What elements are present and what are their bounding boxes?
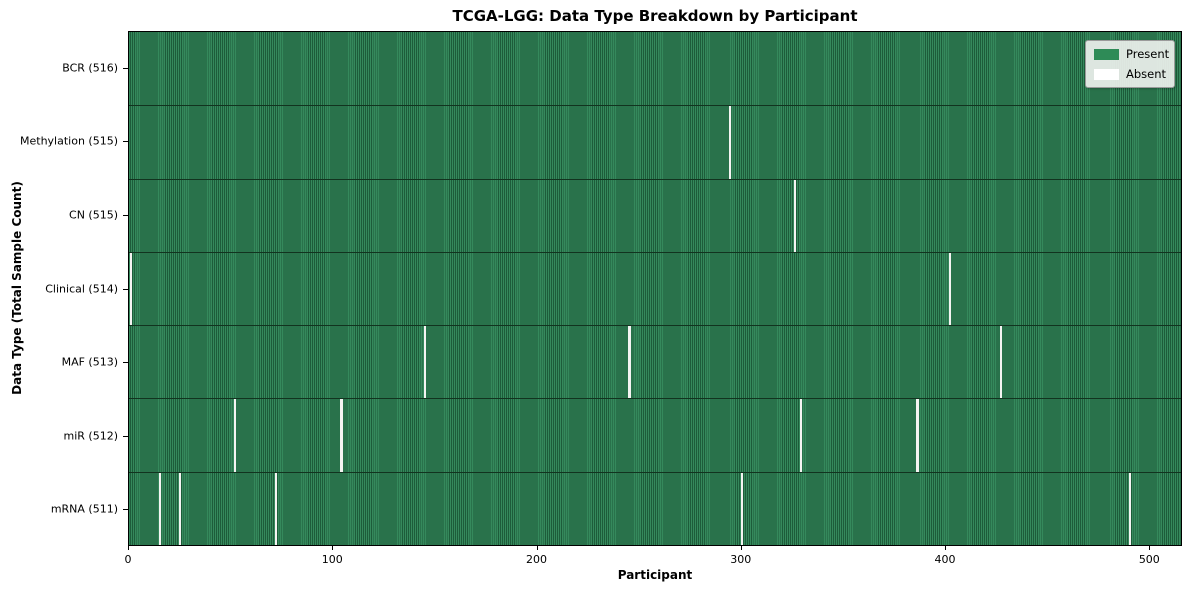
- y-tick-mark: [123, 141, 128, 143]
- row-maf-513: [129, 325, 1181, 399]
- absent-gap: [234, 399, 237, 472]
- absent-swatch-icon: [1094, 68, 1119, 80]
- absent-gap: [949, 252, 952, 326]
- x-tick-mark: [945, 546, 947, 550]
- x-tick-mark: [332, 546, 334, 550]
- y-tick-label-maf-513: MAF (513): [61, 355, 118, 369]
- absent-gap: [424, 326, 427, 399]
- x-tick-mark: [128, 546, 129, 550]
- x-tick-label: 500: [1138, 553, 1160, 566]
- x-tick-mark: [740, 546, 742, 550]
- y-tick-mark: [123, 67, 128, 69]
- y-tick-mark: [123, 509, 128, 511]
- x-tick-label: 100: [321, 553, 343, 566]
- y-tick-label-methylation-515: Methylation (515): [20, 134, 118, 148]
- absent-gap: [1000, 326, 1003, 399]
- y-tick-mark: [123, 214, 128, 216]
- row-bcr-516: [129, 32, 1181, 106]
- legend-absent-label: Absent: [1126, 67, 1167, 81]
- y-tick-mark: [123, 435, 128, 437]
- absent-gap: [179, 472, 182, 545]
- y-tick-label-mir-512: miR (512): [63, 429, 119, 443]
- row-cn-515: [129, 178, 1181, 252]
- legend-item-absent: Absent: [1094, 67, 1166, 81]
- absent-gap: [1128, 472, 1131, 545]
- absent-gap: [158, 472, 161, 545]
- absent-gap: [740, 472, 743, 545]
- absent-gap: [340, 399, 343, 472]
- legend-present-label: Present: [1126, 47, 1170, 61]
- legend-item-present: Present: [1094, 47, 1170, 61]
- x-tick-label: 0: [124, 553, 132, 566]
- y-tick-label-cn-515: CN (515): [69, 208, 118, 222]
- absent-gap: [916, 399, 919, 472]
- absent-gap: [728, 106, 731, 179]
- x-tick-mark: [1149, 546, 1151, 550]
- absent-gap: [130, 252, 133, 326]
- x-tick-label: 300: [730, 553, 752, 566]
- chart-title: TCGA-LGG: Data Type Breakdown by Partici…: [452, 7, 858, 25]
- absent-gap: [628, 326, 631, 399]
- row-methylation-515: [129, 105, 1181, 179]
- x-tick-label: 200: [526, 553, 548, 566]
- y-tick-label-mrna-511: mRNA (511): [50, 502, 118, 516]
- y-tick-mark: [123, 362, 128, 364]
- plot-area: [128, 31, 1182, 546]
- legend: Present Absent: [1085, 40, 1175, 88]
- absent-gap: [800, 399, 803, 472]
- y-tick-label-clinical-514: Clinical (514): [45, 282, 118, 295]
- row-mir-512: [129, 398, 1181, 472]
- y-tick-label-bcr-516: BCR (516): [62, 61, 118, 75]
- absent-gap: [275, 472, 278, 545]
- absent-gap: [793, 179, 796, 252]
- present-swatch-icon: [1094, 48, 1119, 60]
- x-tick-mark: [536, 546, 538, 550]
- row-mrna-511: [129, 471, 1181, 545]
- row-clinical-514: [129, 251, 1181, 326]
- x-axis-label: Participant: [617, 568, 693, 582]
- x-tick-label: 400: [934, 553, 956, 566]
- y-tick-mark: [123, 288, 128, 290]
